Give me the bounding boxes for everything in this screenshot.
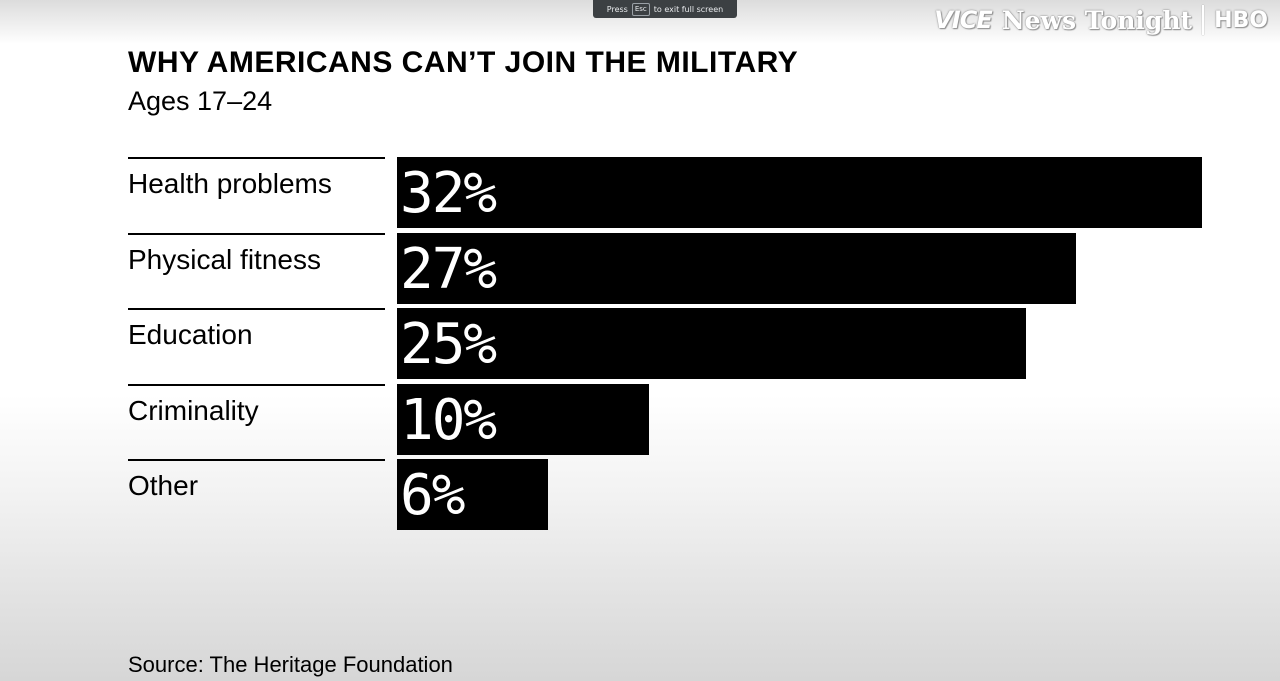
bar-value-label: 27%: [400, 236, 497, 302]
channel-watermark: VICE News Tonight HBO: [934, 4, 1268, 36]
watermark-divider: [1202, 5, 1205, 35]
bar: [397, 232, 1076, 304]
bar-row-physical-fitness: Physical fitness 27%: [128, 232, 1208, 308]
bar-value-label: 32%: [400, 161, 497, 226]
bar: [397, 383, 649, 455]
bar-value-label: 25%: [400, 312, 497, 377]
row-divider: [128, 232, 385, 235]
row-divider: [128, 308, 385, 310]
fullscreen-hint-prefix: Press: [606, 4, 628, 14]
category-label: Education: [128, 319, 253, 350]
fullscreen-exit-hint: Press Esc to exit full screen: [593, 0, 737, 18]
esc-key-badge: Esc: [631, 2, 650, 16]
bar: [397, 459, 548, 530]
bar-value-label: 10%: [400, 387, 497, 453]
row-divider: [128, 383, 385, 386]
row-divider: [128, 459, 385, 461]
source-note: Source: The Heritage Foundation: [128, 652, 453, 677]
category-label: Other: [128, 470, 199, 501]
category-label: Criminality: [128, 394, 259, 426]
bar-row-criminality: Criminality 10%: [128, 383, 1208, 459]
bar-chart: Health problems 32% Physical fitness 27% Edu…: [128, 157, 1208, 537]
chart-title: WHY AMERICANS CAN’T JOIN THE MILITARY: [128, 46, 799, 79]
row-divider: [128, 157, 385, 159]
hbo-logo: HBO: [1214, 7, 1268, 33]
bar-value-label: 6%: [400, 463, 465, 528]
bar-row-other: Other 6%: [128, 459, 1208, 534]
bar-row-health-problems: Health problems 32%: [128, 157, 1208, 232]
bar: [397, 308, 1026, 379]
category-label: Physical fitness: [128, 243, 321, 275]
vice-logo: VICE: [934, 6, 993, 34]
chart-subtitle: Ages 17–24: [128, 86, 273, 116]
category-label: Health problems: [128, 168, 332, 199]
fullscreen-hint-suffix: to exit full screen: [653, 4, 724, 14]
show-name: News Tonight: [1001, 5, 1193, 35]
bar-row-education: Education 25%: [128, 308, 1208, 383]
bar: [397, 157, 1202, 228]
